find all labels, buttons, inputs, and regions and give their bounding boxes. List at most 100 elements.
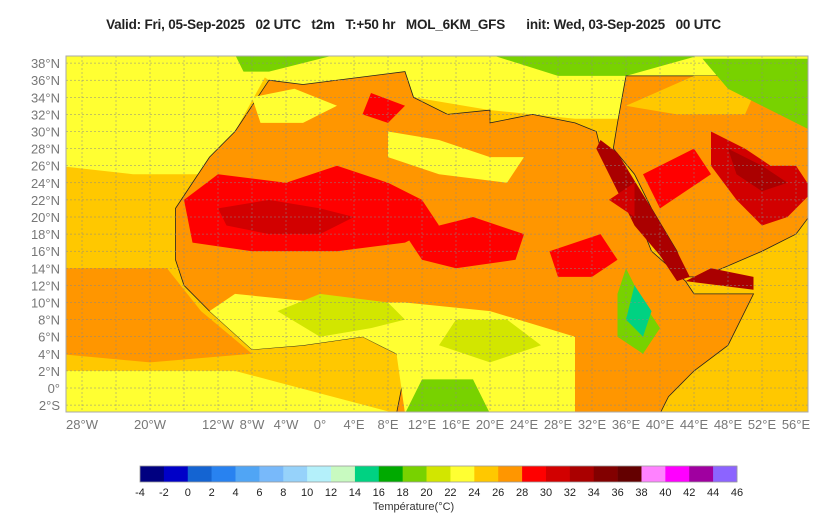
colorbar-swatch	[163, 466, 189, 482]
colorbar-tick: 22	[444, 487, 456, 499]
lat-label: 22°N	[31, 193, 60, 208]
colorbar-tick: 24	[468, 487, 480, 499]
nubia-hot	[609, 182, 635, 217]
lat-label: 32°N	[31, 107, 60, 122]
colorbar-swatch	[569, 466, 595, 482]
lat-label: 24°N	[31, 176, 60, 191]
colorbar-tick: 18	[397, 487, 409, 499]
lon-label: 44°E	[680, 417, 709, 432]
lon-label: 4°E	[343, 417, 364, 432]
lat-label: 28°N	[31, 142, 60, 157]
lat-label: 16°N	[31, 244, 60, 259]
lon-label: 32°E	[578, 417, 607, 432]
chad-hot	[405, 217, 524, 269]
lat-label: 36°N	[31, 73, 60, 88]
lon-label: 24°E	[510, 417, 539, 432]
colorbar-swatch	[713, 466, 738, 482]
colorbar-tick: 34	[588, 487, 600, 499]
lon-label: 20°W	[134, 417, 167, 432]
colorbar-tick: -4	[135, 487, 145, 499]
lon-label: 40°E	[646, 417, 675, 432]
colorbar-tick: 28	[516, 487, 528, 499]
colorbar-swatch	[450, 466, 475, 482]
ethiopia-cool	[626, 285, 652, 337]
colorbar-swatch	[593, 466, 618, 482]
lon-label: 8°E	[377, 417, 398, 432]
green-guinea	[277, 293, 422, 337]
lon-label: 8°W	[240, 417, 265, 432]
colorbar-tick: 20	[420, 487, 432, 499]
lon-label: 16°E	[442, 417, 471, 432]
colorbar-swatch	[665, 466, 690, 482]
temperature-field	[66, 56, 808, 412]
congo-green	[405, 379, 490, 412]
lat-label: 18°N	[31, 227, 60, 242]
colorbar-tick: 6	[256, 487, 262, 499]
colorbar-tick: 30	[540, 487, 552, 499]
iberia-land	[235, 56, 332, 72]
colorbar-tick: 4	[232, 487, 238, 499]
colorbar-tick: 2	[209, 487, 215, 499]
colorbar-swatch	[283, 466, 308, 482]
ocean-warm-band	[66, 268, 252, 363]
colorbar-tick: -2	[159, 487, 169, 499]
colorbar-swatch	[211, 466, 236, 482]
lat-label: 30°N	[31, 125, 60, 140]
colorbar-swatch	[307, 466, 332, 482]
colorbar-swatch	[354, 466, 380, 482]
colorbar-label: Température(°C)	[372, 501, 455, 513]
colorbar-tick: 8	[280, 487, 286, 499]
map-title: Valid: Fri, 05-Sep-2025 02 UTC t2m T:+50…	[106, 17, 721, 32]
colorbar-swatch	[402, 466, 427, 482]
colorbar-swatch	[545, 466, 571, 482]
colorbar-tick: 46	[731, 487, 743, 499]
colorbar-swatch	[187, 466, 212, 482]
sudan-hot	[549, 234, 618, 277]
colorbar-tick: 38	[635, 487, 647, 499]
colorbar-tick: 26	[492, 487, 504, 499]
lon-label: 12°E	[408, 417, 437, 432]
lon-label: 28°W	[66, 417, 99, 432]
lat-label: 2°S	[39, 398, 60, 413]
tunisia-hot	[362, 93, 405, 123]
colorbar-swatch	[474, 466, 499, 482]
lat-label: 10°N	[31, 296, 60, 311]
colorbar-tick: 44	[707, 487, 719, 499]
lat-label: 34°N	[31, 90, 60, 105]
colorbar-tick: 42	[683, 487, 695, 499]
lat-label: 20°N	[31, 210, 60, 225]
colorbar-swatch	[617, 466, 642, 482]
colorbar-tick: 40	[659, 487, 671, 499]
colorbar-swatch	[641, 466, 666, 482]
red-sea-hot	[596, 140, 690, 282]
lon-label: 36°E	[612, 417, 641, 432]
colorbar-tick: 0	[185, 487, 191, 499]
graticule	[66, 56, 808, 412]
lat-label: 26°N	[31, 159, 60, 174]
lat-label: 2°N	[38, 364, 60, 379]
lat-label: 14°N	[31, 261, 60, 276]
colorbar-swatch	[235, 466, 260, 482]
lat-label: 6°N	[38, 330, 60, 345]
lat-label: 4°N	[38, 347, 60, 362]
lon-label: 4°W	[274, 417, 299, 432]
zagros-green	[702, 58, 808, 129]
lon-label: 0°	[314, 417, 326, 432]
map-frame	[65, 55, 809, 413]
colorbar-border	[139, 465, 738, 483]
anatolia-land	[494, 56, 698, 76]
lon-label: 12°W	[202, 417, 235, 432]
lon-label: 20°E	[476, 417, 505, 432]
lon-label: 52°E	[748, 417, 777, 432]
colorbar-tick: 12	[325, 487, 337, 499]
lat-label: 8°N	[38, 313, 60, 328]
lat-label: 38°N	[31, 56, 60, 71]
latitude-labels: 38°N 36°N 34°N 32°N 30°N 28°N 26°N 24°N 22°N 20°N…	[31, 56, 60, 413]
colorbar-tick: 32	[564, 487, 576, 499]
lon-label: 28°E	[544, 417, 573, 432]
colorbar: -4 -2 0 2 4 6 8 10 12 14 16 18 20 22 24 26 28 30 32 34 36 38 4…	[135, 465, 743, 499]
lat-label: 0°	[48, 381, 60, 396]
colorbar-swatch	[522, 466, 547, 482]
lon-label: 56°E	[782, 417, 811, 432]
